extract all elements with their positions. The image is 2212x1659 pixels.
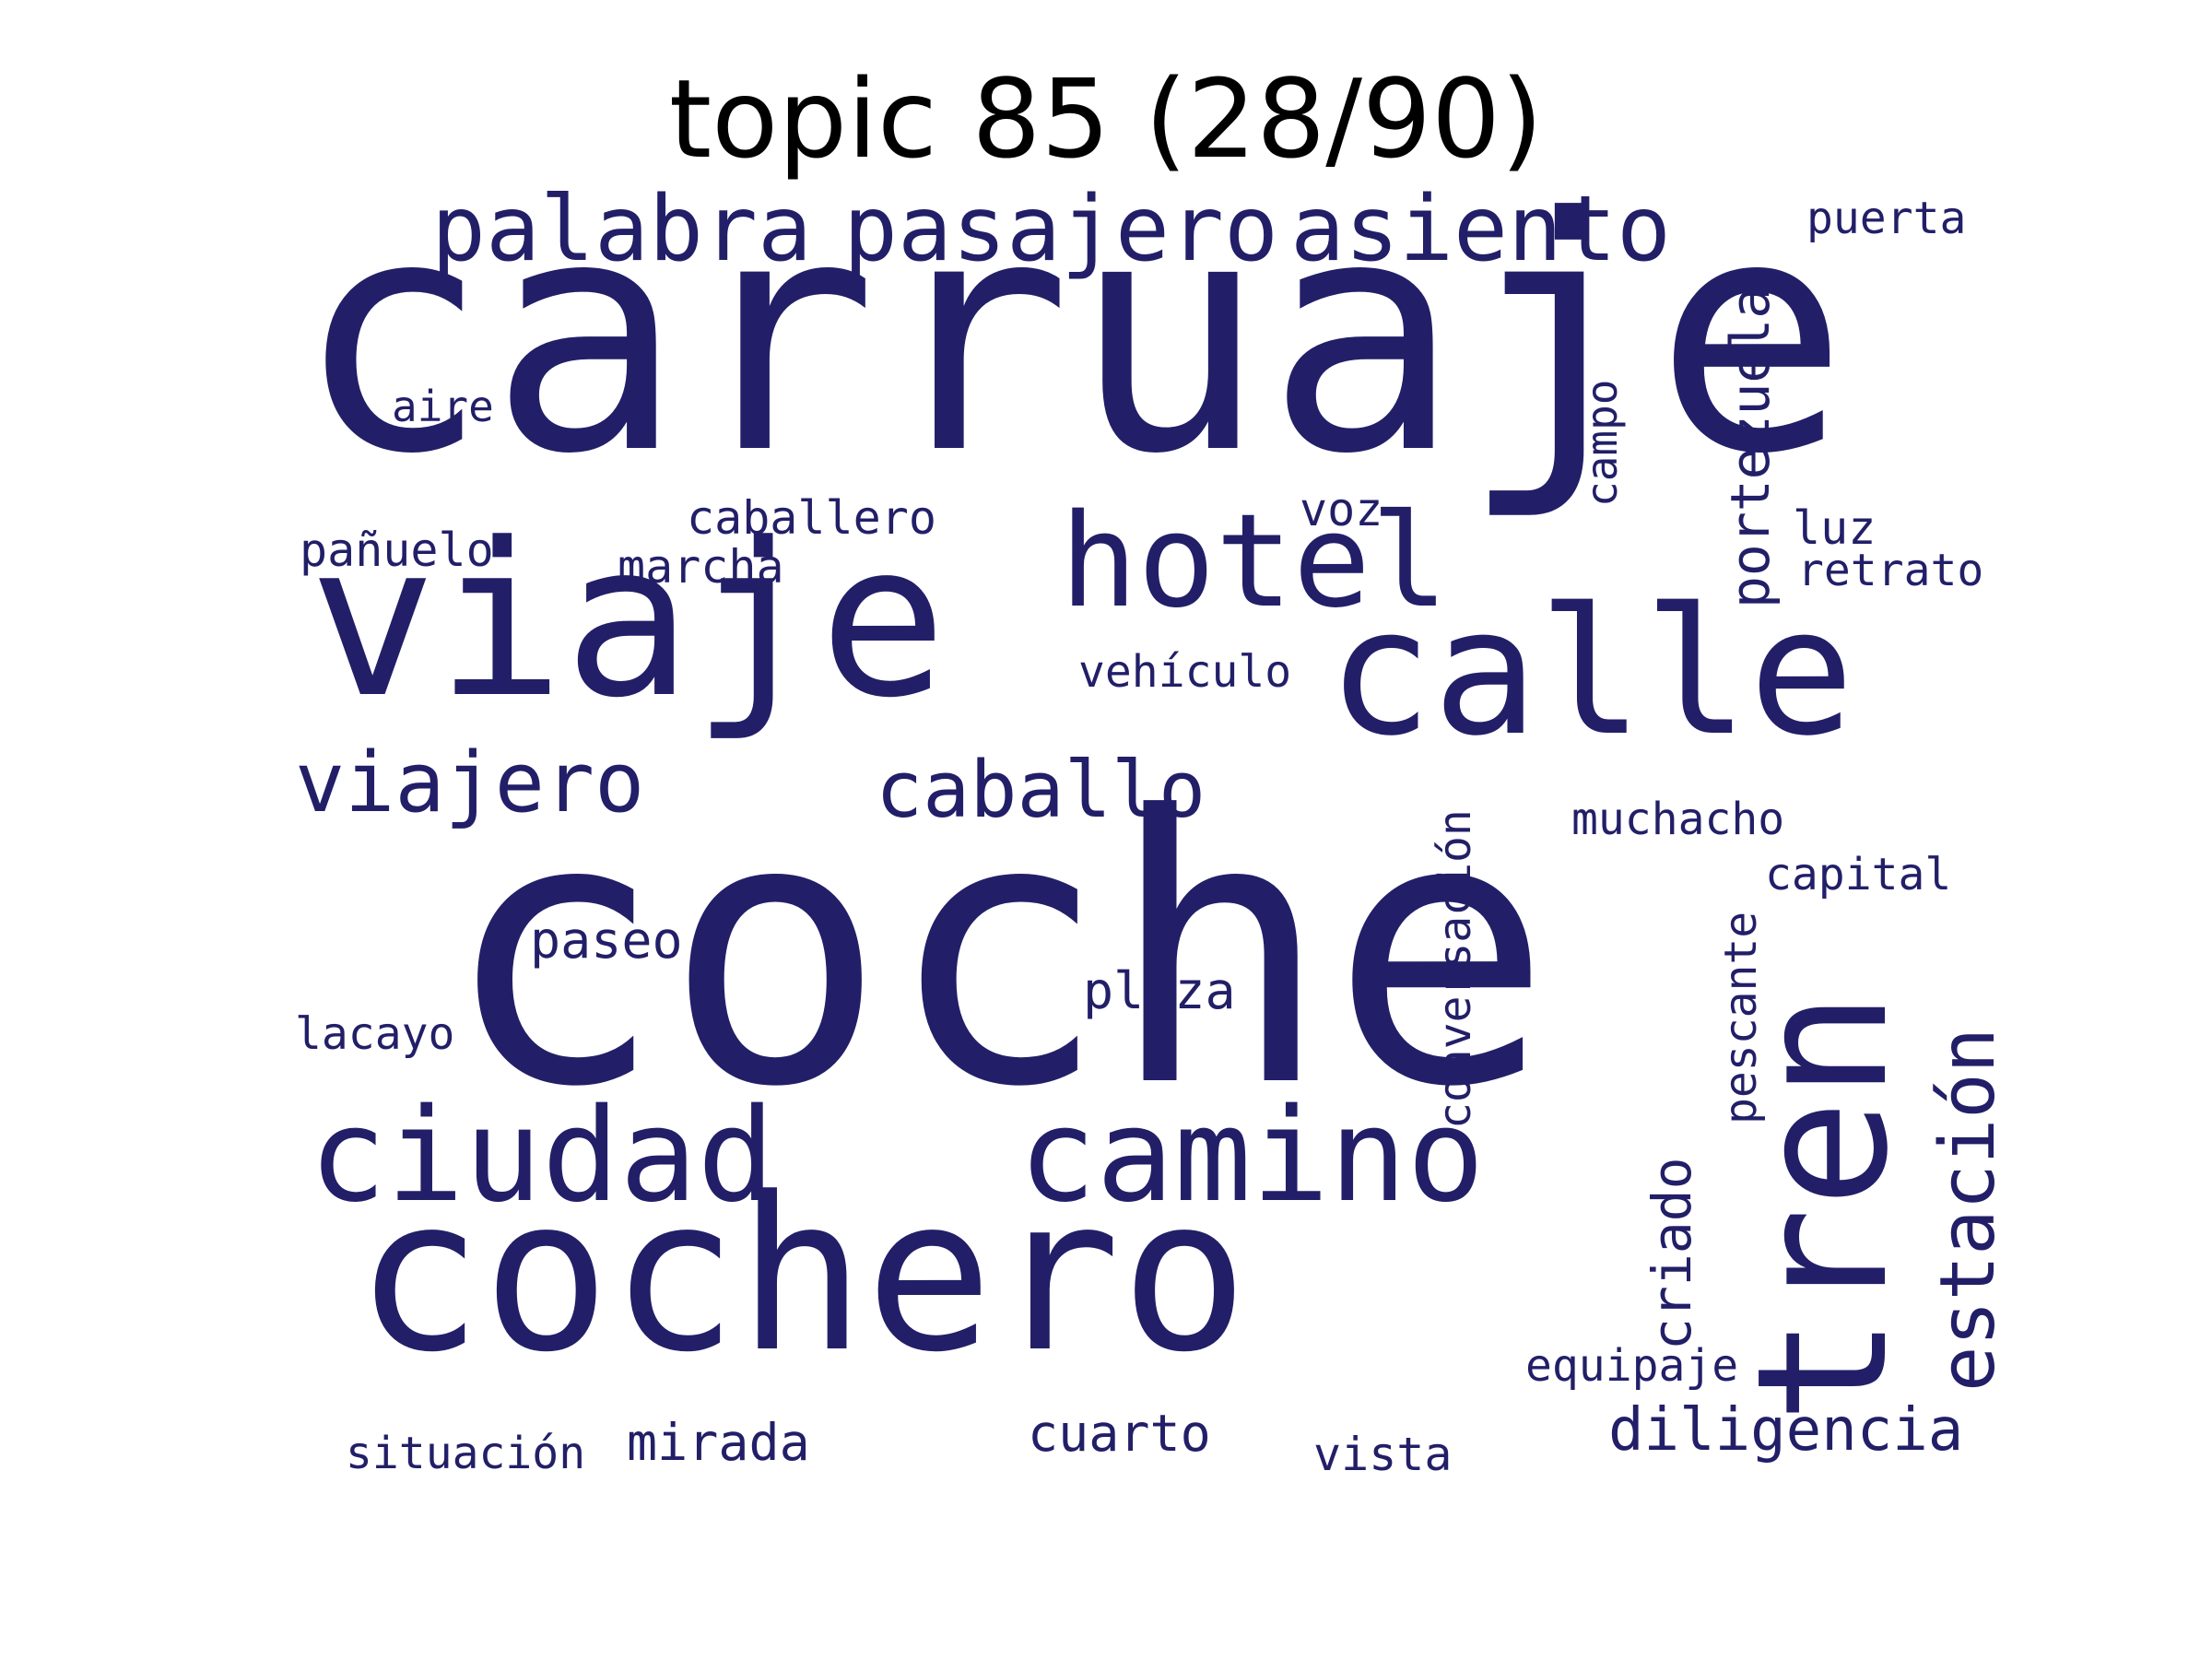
cloud-word: voz — [1300, 483, 1383, 536]
cloud-word: portezuela — [1719, 286, 1782, 608]
cloud-word: retrato — [1797, 545, 1984, 596]
cloud-word: luz — [1793, 501, 1877, 555]
cloud-word: carruaje — [295, 148, 1849, 524]
cloud-title: topic 85 (28/90) — [668, 55, 1544, 182]
cloud-word: diligencia — [1608, 1396, 1964, 1465]
cloud-word: cochero — [355, 1153, 1249, 1399]
cloud-word: lacayo — [295, 1008, 455, 1060]
cloud-word: aire — [392, 382, 494, 431]
cloud-word: plaza — [1083, 961, 1236, 1020]
cloud-word: vista — [1313, 1428, 1453, 1481]
cloud-word: coche — [442, 739, 1553, 1168]
cloud-word: conversación — [1430, 809, 1481, 1129]
cloud-word: campo — [1577, 379, 1627, 507]
cloud-word: ciudad — [309, 1081, 775, 1231]
cloud-word: caballero — [687, 491, 936, 545]
cloud-word: situación — [346, 1428, 586, 1479]
cloud-word: cuarto — [1028, 1404, 1211, 1463]
cloud-word: paseo — [530, 911, 683, 970]
cloud-word: puerta — [1806, 193, 1967, 244]
cloud-word: capital — [1765, 849, 1952, 900]
cloud-word: estación — [1924, 1028, 2012, 1392]
cloud-word: palabra — [431, 177, 813, 282]
cloud-word: muchacho — [1571, 794, 1785, 845]
cloud-word: calle — [1327, 571, 1854, 774]
cloud-word: pescante — [1715, 911, 1767, 1124]
cloud-word: pasajero — [843, 177, 1279, 282]
cloud-word: hotel — [1060, 487, 1449, 637]
cloud-word: viaje — [309, 499, 947, 745]
cloud-word: criado — [1641, 1157, 1703, 1350]
cloud-word: asiento — [1290, 177, 1672, 282]
cloud-word: caballo — [876, 745, 1206, 836]
cloud-word: vehículo — [1078, 646, 1292, 698]
cloud-word: viajero — [295, 735, 645, 831]
cloud-word: mirada — [627, 1413, 810, 1472]
cloud-word: pañuelo — [300, 524, 494, 577]
cloud-word: camino — [1018, 1081, 1485, 1231]
cloud-word: equipaje — [1525, 1340, 1739, 1392]
cloud-word: marcha — [618, 540, 784, 594]
